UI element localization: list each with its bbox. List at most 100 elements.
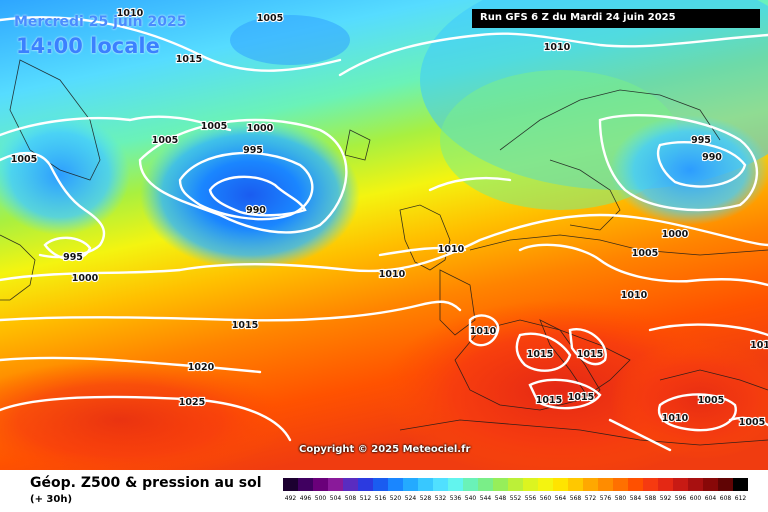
scale-tick-label: 536	[450, 495, 462, 502]
isobar-label: 1010	[544, 42, 571, 53]
scale-swatch	[628, 478, 643, 491]
forecast-offset: (+ 30h)	[30, 494, 73, 505]
scale-tick-label: 512	[360, 495, 372, 502]
scale-swatch	[658, 478, 673, 491]
forecast-date: Mercredi 25 juin 2025	[14, 14, 187, 30]
forecast-time: 14:00 locale	[16, 34, 160, 58]
isobar-label: 1000	[247, 123, 274, 134]
legend-bar	[0, 470, 768, 512]
color-scale-labels: 492 496 500 504 508 512 516 520 524 528 532 536 540 5…	[285, 495, 747, 502]
scale-tick-label: 612	[735, 495, 747, 502]
isobar-label: 1000	[72, 273, 99, 284]
scale-tick-label: 504	[330, 495, 342, 502]
scale-tick-label: 568	[570, 495, 582, 502]
isobar-label: 1005	[698, 395, 724, 406]
isobar-label: 1015	[232, 320, 258, 331]
isobar-label: 1010	[438, 244, 465, 255]
scale-tick-label: 548	[495, 495, 507, 502]
scale-tick-label: 508	[345, 495, 357, 502]
scale-tick-label: 524	[405, 495, 417, 502]
isobar-label: 1010	[379, 269, 406, 280]
scale-swatch	[463, 478, 478, 491]
map-title: Géop. Z500 & pression au sol	[30, 475, 262, 491]
scale-tick-label: 572	[585, 495, 597, 502]
isobar-label: 1015	[176, 54, 202, 65]
scale-tick-label: 604	[705, 495, 717, 502]
isobar-label: 1010	[117, 8, 144, 19]
scale-swatch	[613, 478, 628, 491]
scale-swatch	[343, 478, 358, 491]
scale-swatch	[433, 478, 448, 491]
scale-tick-label: 500	[315, 495, 327, 502]
scale-swatch	[448, 478, 463, 491]
isobar-label: 1025	[179, 397, 205, 408]
isobar-label: 1010	[662, 413, 689, 424]
scale-swatch	[508, 478, 523, 491]
scale-swatch	[568, 478, 583, 491]
scale-swatch	[403, 478, 418, 491]
scale-swatch	[358, 478, 373, 491]
isobar-label: 990	[702, 152, 722, 163]
scale-tick-label: 596	[675, 495, 687, 502]
isobar-label: 1005	[201, 121, 227, 132]
scale-tick-label: 544	[480, 495, 492, 502]
scale-swatch	[283, 478, 298, 491]
isobar-label: 1010	[621, 290, 648, 301]
run-info-box	[472, 9, 760, 28]
isobar-label: 1005	[152, 135, 178, 146]
scale-swatch	[478, 478, 493, 491]
isobar-label: 1015	[577, 349, 603, 360]
isobar-label: 1005	[257, 13, 283, 24]
map-canvas: 1010 1005 1015 1010 1005 1000 1005 995 9…	[0, 0, 768, 470]
scale-swatch	[523, 478, 538, 491]
scale-swatch	[373, 478, 388, 491]
scale-tick-label: 592	[660, 495, 672, 502]
scale-swatch	[718, 478, 733, 491]
scale-swatch	[673, 478, 688, 491]
run-info: Run GFS 6 Z du Mardi 24 juin 2025	[480, 12, 676, 23]
isobar-label: 1005	[739, 417, 765, 428]
scale-tick-label: 492	[285, 495, 297, 502]
scale-tick-label: 552	[510, 495, 522, 502]
weather-map: 1010 1005 1015 1010 1005 1000 1005 995 9…	[0, 0, 768, 470]
scale-swatch	[493, 478, 508, 491]
color-scale	[283, 478, 748, 491]
scale-swatch	[583, 478, 598, 491]
isobar-label: 1010	[470, 326, 497, 337]
scale-swatch	[298, 478, 313, 491]
scale-tick-label: 560	[540, 495, 552, 502]
scale-swatch	[388, 478, 403, 491]
isobar-label: 1000	[662, 229, 689, 240]
isobar-label: 1015	[527, 349, 553, 360]
isobar-label: 1015	[536, 395, 562, 406]
isobar-label: 990	[246, 205, 266, 216]
scale-tick-label: 520	[390, 495, 402, 502]
scale-tick-label: 584	[630, 495, 642, 502]
copyright: Copyright © 2025 Meteociel.fr	[299, 444, 471, 455]
scale-tick-label: 588	[645, 495, 657, 502]
scale-swatch	[703, 478, 718, 491]
isobar-labels: 1010 1005 1015 1010 1005 1000 1005 995 9…	[10, 7, 768, 429]
scale-swatch	[538, 478, 553, 491]
scale-tick-label: 576	[600, 495, 612, 502]
scale-swatch	[553, 478, 568, 491]
scale-tick-label: 608	[720, 495, 732, 502]
scale-swatch	[643, 478, 658, 491]
scale-swatch	[598, 478, 613, 491]
isobar-label: 101	[750, 340, 768, 351]
scale-tick-label: 580	[615, 495, 627, 502]
scale-tick-label: 564	[555, 495, 567, 502]
isobar-label: 995	[691, 135, 711, 146]
scale-swatch	[418, 478, 433, 491]
isobar-label: 1005	[11, 154, 37, 165]
scale-swatch	[733, 478, 748, 491]
scale-tick-label: 532	[435, 495, 447, 502]
scale-swatch	[688, 478, 703, 491]
scale-tick-label: 556	[525, 495, 537, 502]
scale-swatch	[313, 478, 328, 491]
scale-swatch	[328, 478, 343, 491]
isobar-label: 995	[63, 252, 83, 263]
isobar-label: 995	[243, 145, 263, 156]
scale-tick-label: 516	[375, 495, 387, 502]
isobar-label: 1020	[188, 362, 215, 373]
